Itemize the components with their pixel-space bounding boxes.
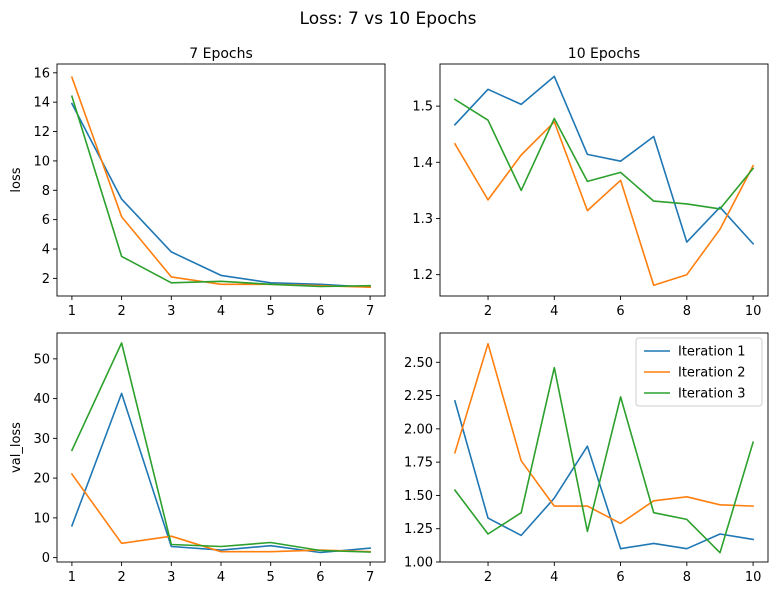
x-tick-label: 3 (167, 304, 175, 319)
legend-label-iteration-2: Iteration 2 (678, 366, 746, 381)
subplot-title: 7 Epochs (189, 46, 253, 62)
subplot-3: 1 2 3 4 5 6 7 0 10 20 30 40 50 val_loss (9, 332, 386, 585)
y-tick-label: 8 (42, 184, 50, 199)
y-tick-label: 12 (33, 125, 50, 140)
y-tick-label: 2.00 (404, 422, 433, 437)
x-tick-label: 4 (550, 304, 558, 319)
y-axis-label: loss (9, 167, 24, 192)
y-tick-label: 1.3 (412, 212, 433, 227)
x-tick-label: 7 (366, 304, 374, 319)
series-line-iteration-3 (453, 98, 755, 210)
x-tick-label: 2 (117, 304, 125, 319)
x-tick-label: 6 (316, 570, 324, 585)
y-tick-label: 1.00 (404, 556, 433, 571)
series-line-iteration-1 (70, 392, 371, 554)
x-tick-label: 3 (167, 570, 175, 585)
y-tick-label: 0 (42, 551, 50, 566)
axes-frame (439, 63, 769, 297)
series-line-iteration-2 (453, 342, 754, 525)
legend-label-iteration-1: Iteration 1 (678, 345, 746, 360)
x-tick-label: 1 (68, 304, 76, 319)
y-tick-label: 1.50 (404, 489, 433, 504)
x-tick-label: 8 (683, 304, 691, 319)
x-tick-label: 10 (745, 304, 762, 319)
x-tick-label: 5 (267, 304, 275, 319)
y-tick-label: 30 (33, 432, 50, 447)
axes-frame (56, 332, 386, 563)
series-line-iteration-3 (70, 95, 371, 288)
legend: Iteration 1 Iteration 2 Iteration 3 (635, 337, 763, 407)
y-tick-label: 14 (33, 96, 50, 111)
x-tick-label: 2 (484, 570, 492, 585)
y-tick-label: 6 (42, 213, 50, 228)
x-tick-label: 6 (316, 304, 324, 319)
x-tick-label: 2 (484, 304, 492, 319)
y-tick-label: 16 (33, 66, 50, 81)
x-tick-label: 8 (683, 570, 691, 585)
legend-label-iteration-3: Iteration 3 (678, 387, 746, 402)
y-tick-label: 2.25 (404, 389, 433, 404)
subplot-2: 2 4 6 8 10 1.2 1.3 1.4 1.5 10 Epochs (412, 46, 769, 319)
series-line-iteration-2 (70, 76, 371, 289)
axes-frame (439, 332, 769, 563)
y-tick-label: 50 (33, 352, 50, 367)
series-line-iteration-2 (70, 472, 371, 553)
series-line-iteration-2 (453, 121, 755, 287)
series-line-iteration-1 (70, 102, 371, 289)
y-tick-label: 40 (33, 392, 50, 407)
series-line-iteration-3 (453, 366, 755, 554)
x-tick-label: 4 (550, 570, 558, 585)
y-tick-label: 1.25 (404, 522, 433, 537)
y-tick-label: 2.50 (404, 356, 433, 371)
series-line-iteration-3 (70, 342, 371, 553)
y-tick-label: 1.4 (412, 156, 433, 171)
y-tick-label: 4 (42, 243, 50, 258)
axes-frame (56, 63, 386, 297)
legend-box (635, 337, 763, 407)
y-tick-label: 10 (33, 511, 50, 526)
y-tick-label: 10 (33, 154, 50, 169)
x-tick-label: 2 (117, 570, 125, 585)
x-tick-label: 5 (267, 570, 275, 585)
subplot-title: 10 Epochs (568, 46, 640, 62)
y-axis-label: val_loss (9, 422, 24, 473)
x-tick-label: 10 (745, 570, 762, 585)
x-tick-label: 7 (366, 570, 374, 585)
figure-title: Loss: 7 vs 10 Epochs (300, 9, 477, 29)
series-line-iteration-1 (453, 399, 755, 550)
series-line-iteration-1 (453, 75, 755, 245)
x-tick-label: 6 (616, 570, 624, 585)
x-tick-label: 6 (616, 304, 624, 319)
x-tick-label: 1 (68, 570, 76, 585)
y-tick-label: 2 (42, 272, 50, 287)
y-tick-label: 1.5 (412, 100, 433, 115)
x-tick-label: 4 (217, 304, 225, 319)
x-tick-label: 4 (217, 570, 225, 585)
y-tick-label: 20 (33, 472, 50, 487)
y-tick-label: 1.2 (412, 268, 433, 283)
y-tick-label: 1.75 (404, 456, 433, 471)
subplot-4: 2 4 6 8 10 1.00 1.25 1.50 1.75 2.00 2.25 2.50 Iterat… (404, 332, 769, 585)
